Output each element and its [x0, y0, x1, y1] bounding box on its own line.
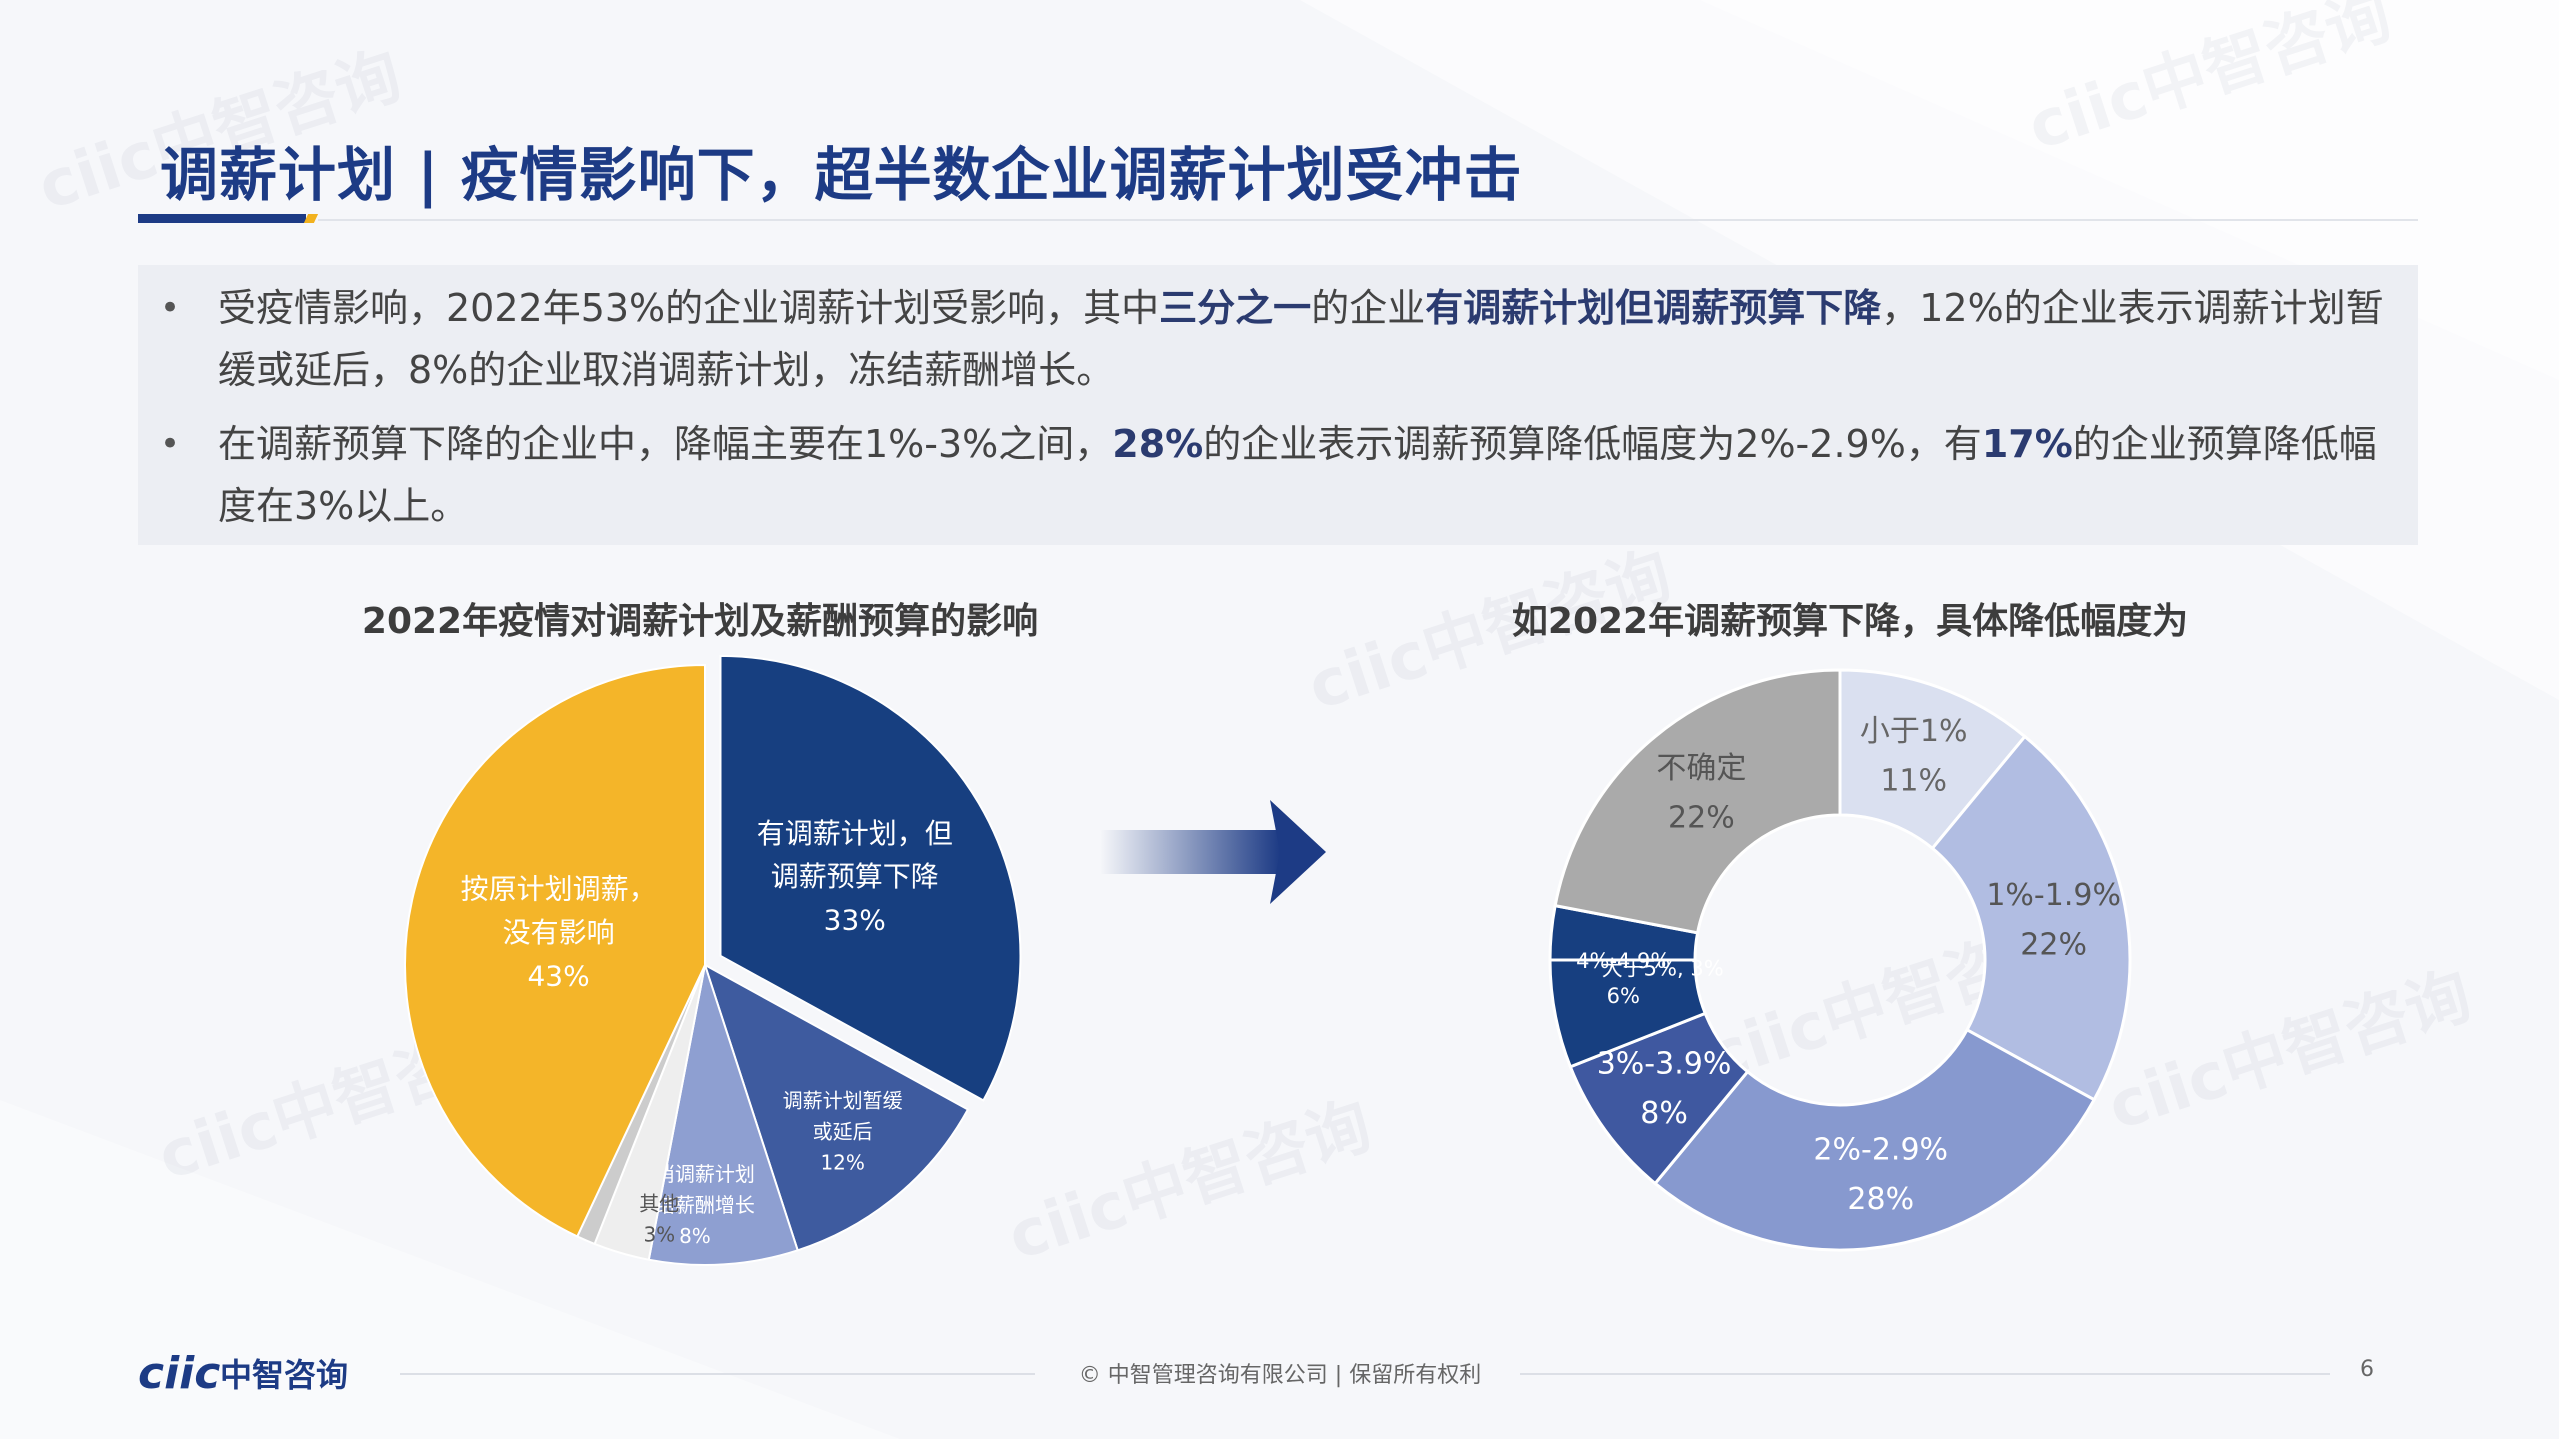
pie-category-label: 调薪预算下降: [771, 860, 939, 893]
donut-value-label: 11%: [1880, 764, 1947, 799]
bullet-text: 的企业表示调薪预算降低幅度为2%-2.9%，有: [1203, 422, 1982, 466]
donut-slice-小于1: [1838, 668, 2027, 851]
bullet-dot: •: [160, 424, 181, 464]
bullet-emphasis: 28%: [1112, 422, 1204, 466]
donut-category-label: 不确定: [1656, 751, 1746, 786]
page-number: 6: [2360, 1357, 2374, 1382]
logo-latin: ciic: [138, 1348, 220, 1398]
pie-chart: 有调薪计划，但调薪预算下降33%调薪计划暂缓或延后12%取消调薪计划冻结薪酬增长…: [404, 654, 1022, 1266]
bullet-text: ，12%的企业表示调薪计划暂缓或延后，8%的企业取消调薪计划，冻结薪酬增长。: [218, 286, 2384, 392]
donut-category-label: 大于5%, 3%: [1602, 956, 1724, 980]
donut-category-label: 1%-1.9%: [1986, 878, 2121, 913]
pie-category-label: 按原计划调薪，: [461, 873, 657, 906]
donut-value-label: 8%: [1640, 1096, 1688, 1131]
title-underline: [138, 214, 306, 223]
pie-value-label: 3%: [643, 1222, 675, 1246]
bullet-emphasis: 三分之一: [1159, 286, 1312, 330]
summary-box: • 受疫情影响，2022年53%的企业调薪计划受影响，其中三分之一的企业有调薪计划…: [138, 265, 2418, 545]
pie-category-label: 没有影响: [503, 916, 615, 949]
donut-value-label: 28%: [1847, 1182, 1914, 1217]
bullet-emphasis: 有调薪计划但调薪预算下降: [1425, 286, 1882, 330]
donut-category-label: 小于1%: [1860, 714, 1968, 749]
footer-divider-left: [400, 1373, 1035, 1375]
pie-slice-按原计划调薪-没有影响: [404, 663, 706, 1238]
footer-copyright: © 中智管理咨询有限公司 | 保留所有权利: [1078, 1363, 1482, 1388]
donut-chart: 小于1% 11% 1%-1.9% 22% 2%-2.9% 28% 3%-3.9% 8% 4%-4…: [1548, 668, 2132, 1252]
bullet-emphasis: 17%: [1981, 422, 2073, 466]
title-divider: [318, 219, 2418, 221]
donut-value-label: 22%: [2020, 927, 2087, 962]
pie-slice-调薪计划暂缓或延后: [703, 962, 970, 1252]
donut-category-label: 2%-2.9%: [1813, 1132, 1948, 1167]
bullet-text: 的企业预算降低幅度在3%以上。: [218, 422, 2377, 528]
bullet-text: 在调薪预算下降的企业中，降幅主要在1%-3%之间，: [218, 422, 1113, 466]
donut-value-label: 22%: [1668, 801, 1735, 836]
bullet-item: • 受疫情影响，2022年53%的企业调薪计划受影响，其中三分之一的企业有调薪计划…: [138, 277, 2388, 401]
pie-value-label: 8%: [679, 1224, 711, 1248]
pie-value-label: 12%: [820, 1150, 864, 1174]
pie-value-label: 33%: [824, 904, 886, 937]
donut-category-label: 4%-4.9%: [1576, 949, 1670, 973]
donut-category-label: 3%-3.9%: [1597, 1047, 1732, 1082]
bullet-dot: •: [160, 288, 181, 328]
pie-slice-取消调薪计划冻结薪酬增长: [647, 964, 799, 1266]
donut-slice-不确定: [1553, 668, 1842, 935]
bullet-text: 受疫情影响，2022年53%的企业调薪计划受影响，其中: [218, 286, 1160, 330]
page-title: 调薪计划 | 疫情影响下，超半数企业调薪计划受冲击: [160, 141, 1523, 209]
pie-category-label: 或延后: [813, 1119, 873, 1143]
logo-cn: 中智咨询: [220, 1356, 348, 1394]
footer-divider-right: [1520, 1373, 2330, 1375]
pie-category-label: 其他: [639, 1191, 679, 1215]
pie-category-label: 调薪计划暂缓: [783, 1088, 903, 1112]
pie-slice-有调薪计划-但调薪预算下降: [719, 654, 1022, 1102]
pie-value-label: 43%: [527, 959, 589, 992]
donut-slice-1-1-9: [1930, 734, 2132, 1102]
pie-chart-title: 2022年疫情对调薪计划及薪酬预算的影响: [361, 601, 1039, 642]
bullet-item: • 在调薪预算下降的企业中，降幅主要在1%-3%之间，28%的企业表示调薪预算降低…: [138, 413, 2388, 537]
donut-chart-title: 如2022年调薪预算下降，具体降低幅度为: [1511, 601, 2189, 642]
donut-slice-2-2-9: [1653, 1027, 2097, 1252]
donut-value-label: 6%: [1607, 984, 1640, 1008]
arrow-right-icon: [1100, 800, 1326, 904]
bullet-text: 的企业: [1311, 286, 1426, 330]
pie-category-label: 有调薪计划，但: [757, 817, 953, 850]
ciic-logo: ciic 中智咨询: [138, 1348, 348, 1398]
